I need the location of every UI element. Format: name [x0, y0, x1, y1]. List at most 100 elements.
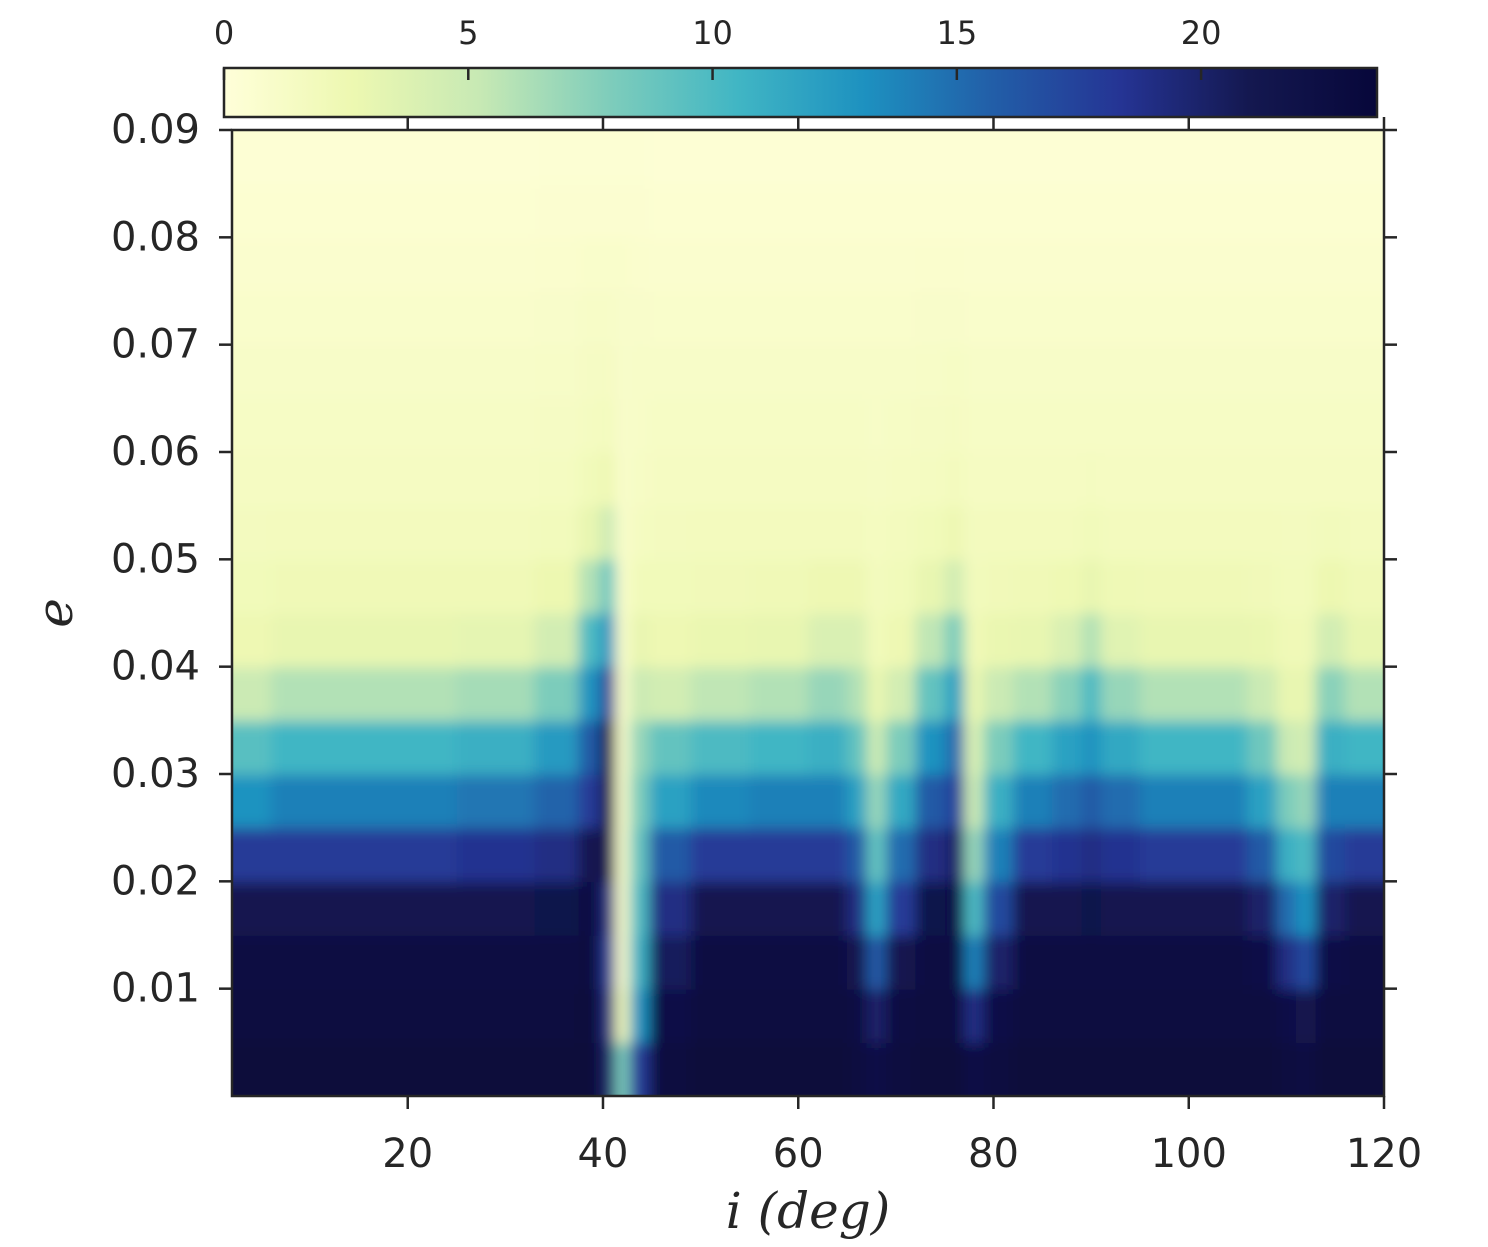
heatmap-cell: [1247, 774, 1278, 829]
heatmap-cell: [271, 666, 360, 722]
heatmap-cell: [1344, 1042, 1376, 1096]
heatmap-cell: [1100, 291, 1141, 346]
heatmap-cell: [866, 827, 887, 883]
heatmap-cell: [915, 559, 946, 614]
heatmap-cell: [578, 935, 602, 990]
heatmap-cell: [1344, 130, 1376, 185]
heatmap-cell: [534, 666, 580, 722]
heatmap-cell: [915, 505, 946, 561]
heatmap-cell: [1374, 183, 1384, 239]
heatmap-cell: [232, 505, 272, 561]
heatmap-cell: [232, 237, 272, 292]
heatmap-cell: [1198, 398, 1249, 453]
heatmap-cell: [1198, 720, 1249, 775]
heatmap-cell: [847, 452, 868, 507]
heatmap-cell: [271, 1042, 360, 1096]
heatmap-cell: [690, 881, 751, 936]
heatmap-cell: [1100, 613, 1141, 668]
heatmap-cell: [1344, 720, 1376, 775]
heatmap-cell: [983, 827, 1014, 883]
heatmap-cell: [964, 774, 985, 829]
heatmap-cell: [866, 183, 887, 239]
heatmap-cell: [629, 613, 651, 668]
heatmap-cell: [1198, 666, 1249, 722]
heatmap-cell: [649, 237, 692, 292]
heatmap-cell: [1315, 237, 1346, 292]
heatmap-cell: [1052, 398, 1083, 453]
heatmap-cell: [629, 935, 651, 990]
heatmap-cell: [808, 183, 848, 239]
heatmap-cell: [964, 130, 985, 185]
heatmap-cell: [1315, 666, 1346, 722]
heatmap-cell: [1052, 881, 1083, 936]
heatmap-cell: [1013, 1042, 1053, 1096]
colorbar-tick-label: 0: [214, 14, 234, 52]
heatmap-cell: [983, 130, 1014, 185]
heatmap-cell: [964, 505, 985, 561]
heatmap-cell: [983, 183, 1014, 239]
heatmap-cell: [615, 827, 631, 883]
heatmap-cell: [1374, 291, 1384, 346]
y-tick-label: 0.08: [111, 214, 200, 260]
heatmap-cell: [964, 988, 985, 1044]
heatmap-cell: [847, 398, 868, 453]
heatmap-cell: [847, 1042, 868, 1096]
heatmap-cell: [649, 827, 692, 883]
heatmap-cell: [358, 291, 458, 346]
heatmap-cell: [629, 344, 651, 400]
heatmap-cell: [983, 344, 1014, 400]
heatmap-cell: [534, 291, 580, 346]
heatmap-cell: [358, 237, 458, 292]
heatmap-cell: [1315, 505, 1346, 561]
heatmap-cell: [649, 881, 692, 936]
heatmap-cell: [1198, 452, 1249, 507]
heatmap-cell: [232, 881, 272, 936]
heatmap-cell: [271, 559, 360, 614]
heatmap-cell: [749, 505, 809, 561]
heatmap-cell: [1198, 183, 1249, 239]
heatmap-cell: [964, 666, 985, 722]
heatmap-cell: [915, 183, 946, 239]
heatmap-cell: [1315, 130, 1346, 185]
heatmap-cell: [964, 398, 985, 453]
heatmap-cell: [915, 720, 946, 775]
heatmap-cell: [1013, 130, 1053, 185]
heatmap-cell: [1081, 130, 1102, 185]
heatmap-cell: [1052, 935, 1083, 990]
heatmap-cell: [1013, 666, 1053, 722]
heatmap-cell: [600, 183, 616, 239]
heatmap-cell: [749, 398, 809, 453]
heatmap-cell: [983, 452, 1014, 507]
heatmap-cell: [1296, 505, 1317, 561]
heatmap-cell: [1315, 1042, 1346, 1096]
heatmap-cell: [915, 130, 946, 185]
heatmap-cell: [1276, 291, 1297, 346]
x-axis-label: i (deg): [726, 1182, 891, 1240]
heatmap-cell: [1100, 130, 1141, 185]
heatmap-cell: [749, 130, 809, 185]
heatmap-cell: [1139, 881, 1200, 936]
heatmap-cell: [1139, 935, 1200, 990]
heatmap-cell: [983, 935, 1014, 990]
heatmap-cell: [600, 398, 616, 453]
heatmap-cell: [944, 237, 966, 292]
y-tick-label: 0.01: [111, 966, 200, 1012]
heatmap-cell: [1315, 398, 1346, 453]
heatmap-cell: [629, 559, 651, 614]
heatmap-cell: [1344, 827, 1376, 883]
heatmap-cell: [358, 398, 458, 453]
heatmap-cell: [866, 774, 887, 829]
heatmap-cell: [1374, 505, 1384, 561]
heatmap-cell: [749, 935, 809, 990]
heatmap-cell: [690, 291, 751, 346]
heatmap-cell: [1052, 452, 1083, 507]
heatmap-cell: [600, 130, 616, 185]
heatmap-cell: [886, 452, 917, 507]
heatmap-cell: [1276, 720, 1297, 775]
heatmap-cell: [1374, 881, 1384, 936]
heatmap-cell: [232, 398, 272, 453]
heatmap-cell: [944, 827, 966, 883]
heatmap-cell: [1374, 237, 1384, 292]
heatmap-cell: [1198, 237, 1249, 292]
heatmap-cell: [964, 237, 985, 292]
